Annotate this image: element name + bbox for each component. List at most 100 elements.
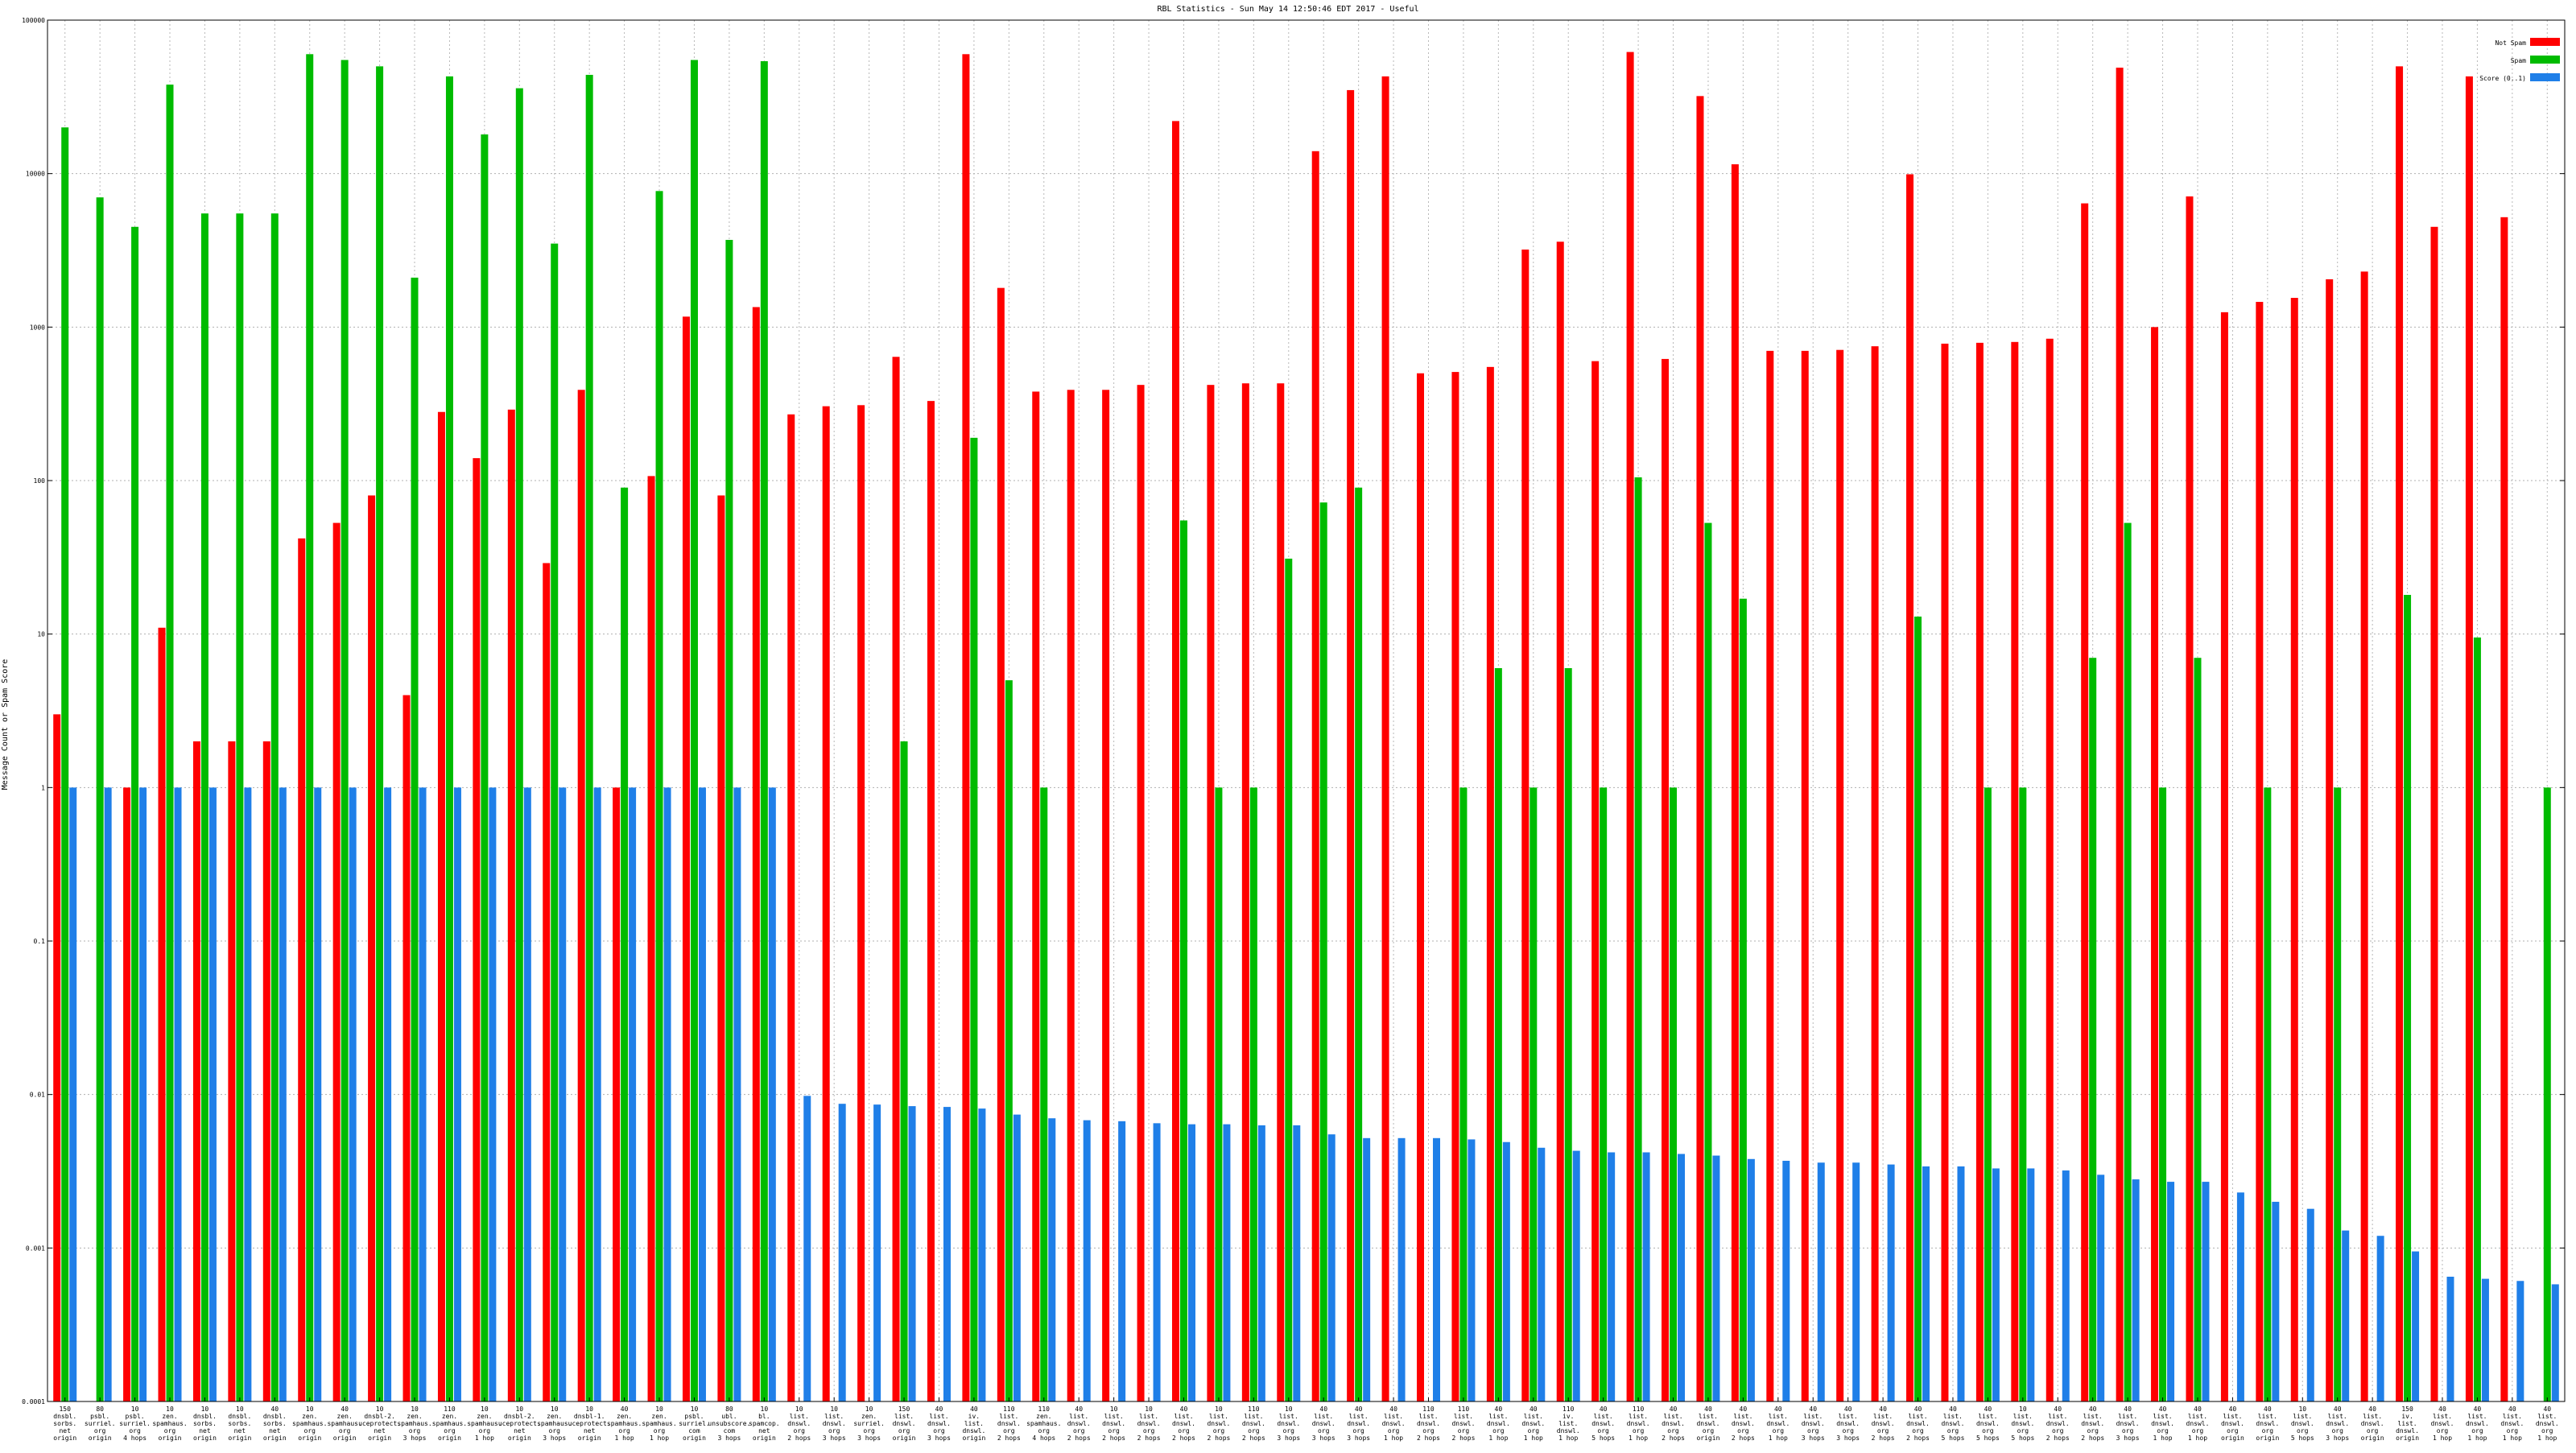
bar-score-0-1- xyxy=(69,787,77,1401)
x-tick-label: 40 list. dnswl. org 2 hops xyxy=(2081,1406,2104,1442)
x-tick-label: 40 zen. spamhaus. org 1 hop xyxy=(607,1406,642,1442)
x-tick-label-line: spamhaus. xyxy=(432,1420,467,1427)
bar-spam xyxy=(1005,680,1013,1401)
bar-spam xyxy=(61,127,69,1402)
bar-not-spam xyxy=(857,405,865,1401)
x-tick-label-line: zen. xyxy=(442,1413,457,1420)
x-tick-label-line: 10 xyxy=(166,1406,174,1413)
x-tick-label-line: 40 xyxy=(621,1406,629,1413)
x-tick-label: 40 list. dnswl. org 1 hop xyxy=(1521,1406,1545,1442)
x-tick-label-line: 2 hops xyxy=(1662,1434,1685,1442)
x-tick-label-line: 3 hops xyxy=(403,1434,427,1442)
bar-score-0-1- xyxy=(1327,1134,1335,1401)
x-tick-label-line: 5 hops xyxy=(1976,1434,2000,1442)
bar-not-spam xyxy=(1347,89,1355,1401)
x-tick-label-line: 110 xyxy=(1248,1406,1260,1413)
bar-spam xyxy=(1494,667,1502,1401)
legend-label: Score (0..1) xyxy=(2479,75,2526,82)
x-tick-label-line: org xyxy=(1492,1427,1505,1434)
x-tick-label-line: list. xyxy=(1733,1413,1752,1420)
x-tick-label-line: org xyxy=(1947,1427,1959,1434)
bar-not-spam xyxy=(332,522,341,1401)
bar-score-0-1- xyxy=(1257,1125,1265,1401)
x-tick-label-line: zen. xyxy=(337,1413,353,1420)
x-tick-label-line: 2 hops xyxy=(1451,1434,1475,1442)
bar-not-spam xyxy=(997,287,1005,1401)
x-tick-label: 110 list. dnswl. org 2 hops xyxy=(1451,1406,1475,1442)
x-tick-label-line: 40 xyxy=(1844,1406,1852,1413)
x-tick-label: 40 list. dnswl. org origin xyxy=(1696,1406,1719,1442)
x-tick-label-line: dnswl. xyxy=(823,1420,846,1427)
bar-score-0-1- xyxy=(1678,1154,1686,1401)
bar-spam xyxy=(1249,787,1257,1401)
bar-score-0-1- xyxy=(208,787,217,1401)
x-tick-label-line: zen. xyxy=(302,1413,317,1420)
x-tick-label-line: dnswl. xyxy=(1872,1420,1895,1427)
x-tick-label-line: org xyxy=(2087,1427,2099,1434)
bar-score-0-1- xyxy=(384,787,392,1401)
x-tick-label: 40 list. dnswl. org 2 hops xyxy=(1906,1406,1930,1442)
x-tick-label: 110 iv. list. dnswl. 1 hop xyxy=(1557,1406,1580,1442)
x-tick-label-line: dnswl. xyxy=(2466,1420,2489,1427)
bar-not-spam xyxy=(1626,52,1634,1401)
bar-spam xyxy=(200,213,208,1401)
bar-score-0-1- xyxy=(943,1107,951,1401)
x-tick-label-line: 110 xyxy=(1633,1406,1645,1413)
x-tick-label-line: dnswl. xyxy=(2291,1420,2314,1427)
x-tick-label-line: zen. xyxy=(477,1413,492,1420)
x-tick-label-line: org xyxy=(1352,1427,1364,1434)
y-tick-label: 1 xyxy=(41,784,45,791)
x-tick-label-line: dnswl. xyxy=(2361,1420,2384,1427)
bar-not-spam xyxy=(123,787,131,1401)
x-tick-label-line: org xyxy=(1458,1427,1470,1434)
x-tick-label: 10 list. dnswl. org 2 hops xyxy=(1207,1406,1230,1442)
x-tick-label-line: list. xyxy=(1839,1413,1858,1420)
x-tick-label-line: 3 hops xyxy=(717,1434,741,1442)
x-tick-label: 80 ubl. unsubscore. com 3 hops xyxy=(708,1406,750,1442)
x-tick-label: 10 dnsbl. sorbs. net origin xyxy=(193,1406,217,1442)
bar-score-0-1- xyxy=(2202,1182,2210,1401)
x-tick-label-line: list. xyxy=(1384,1413,1403,1420)
bar-score-0-1- xyxy=(1083,1120,1091,1401)
x-tick-label-line: org xyxy=(1807,1427,1819,1434)
bar-score-0-1- xyxy=(1013,1114,1021,1401)
x-tick-label-line: 2 hops xyxy=(1067,1434,1091,1442)
y-tick-label: 10 xyxy=(37,631,45,638)
x-tick-label-line: list. xyxy=(1069,1413,1088,1420)
bar-spam xyxy=(2473,637,2481,1401)
x-tick-label-line: org xyxy=(304,1427,316,1434)
x-tick-label-line: 110 xyxy=(444,1406,456,1413)
bar-spam xyxy=(655,191,663,1402)
bar-not-spam xyxy=(2256,301,2264,1402)
x-tick-label: 10 psbl. surriel. org 4 hops xyxy=(119,1406,151,1442)
bar-score-0-1- xyxy=(908,1106,916,1401)
x-tick-label-line: surriel. xyxy=(119,1420,151,1427)
bar-spam xyxy=(585,74,593,1401)
x-tick-label-line: origin xyxy=(368,1434,391,1442)
x-tick-label-line: 40 xyxy=(935,1406,943,1413)
bar-not-spam xyxy=(192,741,200,1401)
x-tick-label: 10 zen. spamhaus. org 1 hop xyxy=(467,1406,502,1442)
x-tick-label-line: 40 xyxy=(1389,1406,1397,1413)
x-tick-label-line: dnswl. xyxy=(1172,1420,1195,1427)
x-tick-label-line: 1 hop xyxy=(615,1434,634,1442)
x-tick-label-line: 2 hops xyxy=(1102,1434,1125,1442)
bar-spam xyxy=(1179,520,1187,1401)
bar-not-spam xyxy=(2396,66,2404,1402)
x-tick-label-line: org xyxy=(549,1427,561,1434)
x-tick-label-line: 80 xyxy=(725,1406,733,1413)
x-tick-label-line: 10 xyxy=(830,1406,838,1413)
x-tick-label: 10 zen. spamhaus. org origin xyxy=(292,1406,327,1442)
x-tick-label-line: list. xyxy=(2398,1420,2417,1427)
bar-spam xyxy=(1530,787,1538,1401)
x-tick-label-line: 3 hops xyxy=(1347,1434,1370,1442)
bar-score-0-1- xyxy=(139,787,147,1401)
x-tick-label-line: org xyxy=(164,1427,176,1434)
x-tick-label-line: 40 xyxy=(270,1406,279,1413)
x-tick-label-line: list. xyxy=(1488,1413,1508,1420)
x-tick-label-line: origin xyxy=(159,1434,182,1442)
x-tick-label-line: org xyxy=(1178,1427,1190,1434)
x-tick-label-line: dnswl. xyxy=(1627,1420,1650,1427)
x-tick-label-line: dnsbl. xyxy=(193,1413,217,1420)
x-tick-label-line: 40 xyxy=(2159,1406,2167,1413)
